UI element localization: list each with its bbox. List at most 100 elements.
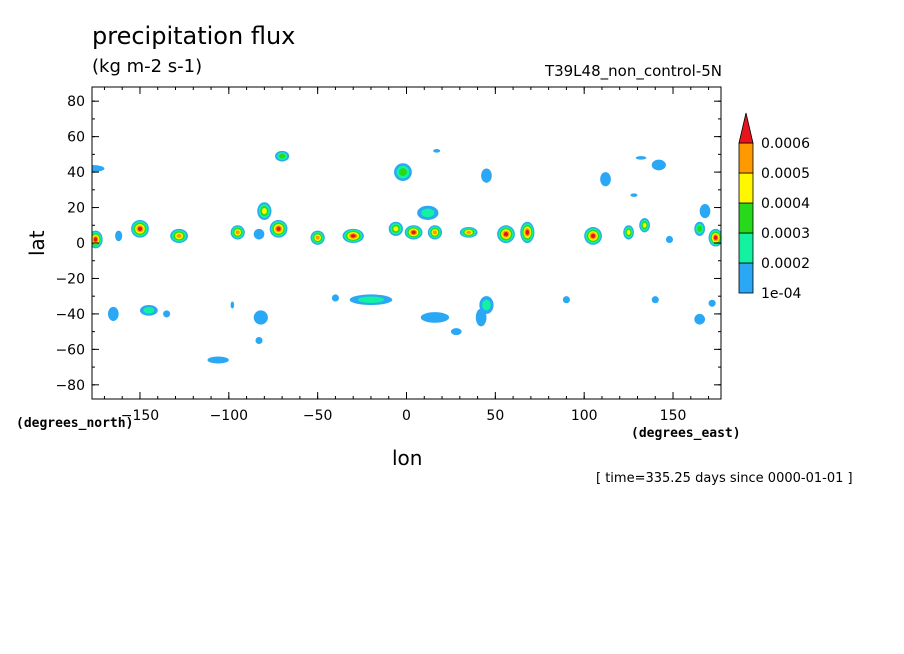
precip-cell	[459, 227, 478, 238]
x-tick-label: −150	[121, 408, 159, 424]
contour-level-2	[421, 208, 435, 218]
contour-level-1	[253, 310, 268, 325]
precip-cell	[651, 296, 659, 304]
precip-cell	[699, 204, 711, 219]
contour-level-6	[503, 231, 509, 237]
colorbar-top-arrow	[738, 112, 754, 144]
precip-cell	[310, 230, 325, 245]
y-tick-label: −40	[55, 307, 85, 323]
precip-cell	[562, 296, 570, 304]
plot-frame	[91, 86, 722, 400]
colorbar-label: 0.0002	[761, 256, 810, 272]
contour-level-1	[92, 165, 105, 173]
contour-level-4	[393, 226, 399, 232]
y-tick-label: 40	[67, 165, 85, 181]
colorbar-swatch	[738, 202, 754, 234]
contour-level-1	[665, 235, 674, 243]
precip-cell	[107, 306, 119, 321]
x-tick-label: 100	[571, 408, 598, 424]
x-tick-label: −50	[303, 408, 333, 424]
y-axis-unit-label: (degrees_north)	[16, 416, 134, 431]
y-tick-label: −80	[55, 378, 85, 394]
precip-cell	[331, 294, 339, 302]
precip-cell	[253, 310, 268, 325]
precip-cell	[635, 156, 647, 160]
precip-cell	[665, 235, 674, 243]
contour-level-1	[699, 204, 711, 219]
precip-cell	[481, 168, 492, 183]
precip-cell	[275, 150, 290, 162]
contour-level-6	[93, 237, 98, 242]
y-tick-label: 60	[67, 130, 85, 146]
contour-level-6	[276, 226, 281, 231]
colorbar-label: 1e-04	[761, 286, 801, 302]
precip-cell	[388, 221, 403, 236]
contour-level-5	[235, 230, 240, 235]
precip-cell	[92, 165, 105, 173]
precip-cell	[394, 163, 412, 181]
run-name-label: T39L48_non_control-5N	[544, 62, 722, 80]
precip-cell	[520, 221, 535, 243]
contour-level-1	[107, 306, 119, 321]
precip-cell	[163, 310, 171, 318]
colorbar-swatch	[738, 172, 754, 204]
x-axis-label: lon	[392, 446, 423, 470]
contour-level-1	[600, 172, 611, 187]
contour-level-6	[137, 226, 143, 231]
contour-level-1	[630, 193, 638, 197]
contour-level-1	[708, 299, 716, 307]
precip-cell	[253, 228, 265, 240]
precip-cell	[404, 225, 423, 240]
contour-level-1	[207, 356, 229, 364]
contour-level-5	[432, 230, 437, 235]
contour-level-1	[331, 294, 339, 302]
x-tick-label: −100	[210, 408, 248, 424]
contour-level-1	[562, 296, 570, 304]
contour-level-5	[315, 235, 320, 240]
precip-cell	[139, 305, 158, 316]
contour-level-1	[115, 230, 123, 242]
x-tick-label: 150	[660, 408, 687, 424]
chart-units: (kg m-2 s-1)	[92, 56, 203, 77]
precip-cell	[115, 230, 123, 242]
precip-cell	[420, 312, 450, 323]
contour-level-2	[143, 307, 155, 314]
contour-level-6	[350, 234, 356, 238]
y-tick-label: 80	[67, 94, 85, 110]
precip-cell	[433, 149, 441, 153]
contour-level-6	[713, 235, 718, 240]
colorbar-swatch	[738, 142, 754, 174]
precip-cell	[170, 228, 188, 243]
contour-level-1	[255, 336, 263, 345]
contour-level-1	[163, 310, 171, 318]
contour-level-1	[433, 149, 441, 153]
contour-cells	[92, 149, 721, 364]
axis-ticks: −150 −100 −50 0 50 100 150 80 60 40 20 0 −20 −40 −60 −8…	[55, 87, 721, 424]
y-tick-label: −60	[55, 342, 85, 358]
contour-level-2	[357, 296, 385, 303]
contour-level-1	[475, 308, 487, 327]
colorbar-swatch	[738, 232, 754, 264]
contour-level-1	[651, 159, 666, 171]
precip-cell	[475, 308, 487, 327]
colorbar-label: 0.0005	[761, 166, 810, 182]
y-tick-label: 0	[76, 236, 85, 252]
precip-cell	[623, 225, 634, 240]
precip-cell	[349, 294, 393, 306]
contour-level-1	[481, 168, 492, 183]
precip-cell	[450, 328, 462, 336]
contour-level-4	[626, 229, 631, 235]
precip-cell	[600, 172, 611, 187]
contour-level-1	[694, 313, 706, 325]
precip-cell	[708, 299, 716, 307]
precip-cell	[584, 227, 602, 245]
colorbar: 1e-04 0.0002 0.0003 0.0004 0.0005 0.0006	[738, 112, 810, 302]
precip-cell	[694, 313, 706, 325]
precip-cell	[230, 225, 245, 240]
precip-cell	[257, 202, 272, 220]
precip-cell	[427, 225, 443, 240]
contour-level-6	[411, 230, 416, 235]
precip-cell	[417, 205, 439, 220]
contour-level-2	[482, 299, 491, 311]
